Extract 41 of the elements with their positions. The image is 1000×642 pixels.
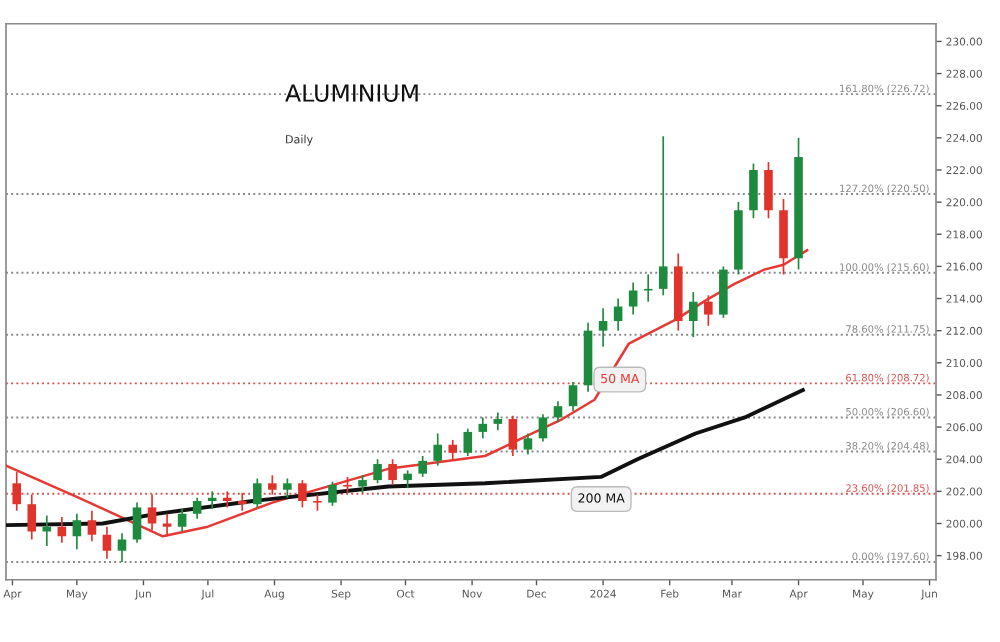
candlestick — [538, 413, 548, 443]
candlestick — [42, 514, 52, 547]
candlestick — [689, 291, 698, 338]
candlestick — [72, 513, 82, 551]
candlestick — [222, 490, 232, 509]
candlestick — [418, 455, 427, 478]
candlestick — [478, 416, 488, 440]
candlestick — [192, 496, 202, 520]
candlestick — [177, 508, 187, 533]
candlestick — [764, 161, 773, 220]
candlestick — [658, 135, 668, 297]
candlestick — [12, 471, 22, 512]
candlestick — [719, 265, 728, 319]
candlestick — [704, 294, 713, 327]
candlestick — [568, 381, 578, 412]
candlestick — [27, 493, 37, 541]
candlestick — [598, 307, 608, 348]
candlestick — [328, 480, 337, 507]
candlestick — [147, 493, 157, 531]
candlestick — [102, 525, 112, 560]
text: ALUMINIUM — [285, 84, 418, 102]
candlestick — [523, 432, 533, 456]
candlestick — [298, 479, 307, 509]
candlestick — [388, 458, 397, 486]
candlestick — [463, 427, 473, 457]
candlestick — [628, 281, 638, 316]
candlestick — [268, 474, 277, 496]
candlestick — [87, 509, 97, 542]
candlestick — [553, 400, 563, 424]
candlestick — [132, 501, 142, 544]
candlestick — [373, 458, 382, 485]
candlestick — [253, 477, 262, 509]
candlestick — [448, 439, 458, 461]
candlestick — [749, 162, 758, 220]
line-series — [6, 388, 805, 528]
candlestick — [283, 477, 292, 499]
candlestick — [117, 532, 127, 563]
candlestick — [613, 297, 623, 332]
candlestick — [237, 492, 247, 512]
candlestick — [433, 432, 442, 467]
candlestick — [508, 414, 518, 457]
